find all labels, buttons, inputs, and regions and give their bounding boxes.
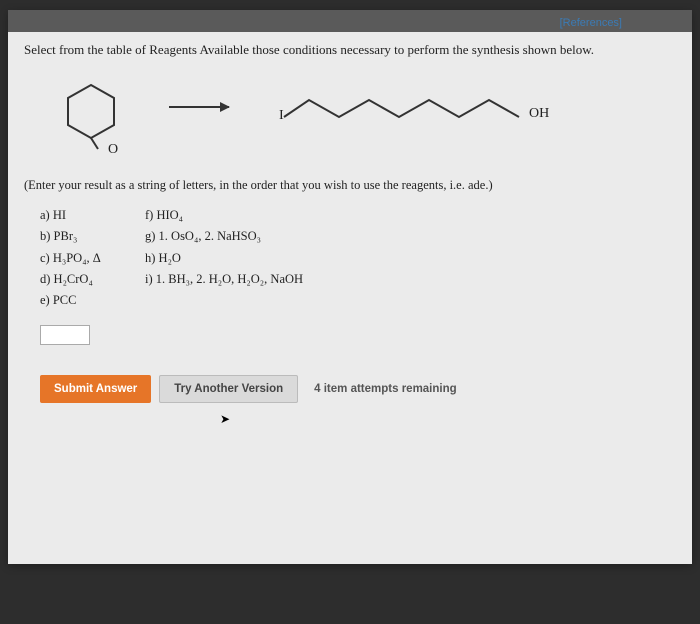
submit-button[interactable]: Submit Answer: [40, 375, 151, 403]
reagent-e: e) PCC: [40, 290, 145, 311]
reagent-a: a) HI: [40, 205, 145, 226]
reaction-diagram: O I OH: [54, 78, 676, 168]
reagent-c: c) H₃PO₄, Δ: [40, 248, 145, 269]
reagent-g: g) 1. OsO₄, 2. NaHSO₃: [145, 226, 676, 247]
reagent-b: b) PBr₃: [40, 226, 145, 247]
reagent-d: d) H₂CrO₄: [40, 269, 145, 290]
oxygen-label: O: [108, 142, 118, 158]
reagent-row: c) H₃PO₄, Δ h) H₂O: [40, 248, 676, 269]
question-panel: [References] Select from the table of Re…: [8, 10, 692, 564]
attempts-remaining: 4 item attempts remaining: [314, 383, 457, 395]
reagent-row: a) HI f) HIO₄: [40, 205, 676, 226]
content-area: Select from the table of Reagents Availa…: [8, 32, 692, 419]
question-prompt: Select from the table of Reagents Availa…: [24, 42, 676, 58]
product-chain-icon: [274, 90, 534, 130]
references-link[interactable]: [References]: [560, 17, 622, 29]
hydroxyl-label: OH: [529, 106, 549, 122]
button-row: Submit Answer Try Another Version 4 item…: [40, 375, 676, 403]
answer-input[interactable]: [40, 325, 90, 345]
reagent-list: a) HI f) HIO₄ b) PBr₃ g) 1. OsO₄, 2. NaH…: [40, 205, 676, 311]
reagent-i: i) 1. BH₃, 2. H₂O, H₂O₂, NaOH: [145, 269, 676, 290]
reagent-row: e) PCC: [40, 290, 676, 311]
reagent-empty: [145, 290, 676, 311]
header-bar: [References]: [8, 10, 692, 32]
enter-instruction: (Enter your result as a string of letter…: [24, 178, 676, 193]
try-another-button[interactable]: Try Another Version: [159, 375, 298, 403]
reagent-row: b) PBr₃ g) 1. OsO₄, 2. NaHSO₃: [40, 226, 676, 247]
reaction-arrow-icon: [169, 106, 229, 108]
reagent-h: h) H₂O: [145, 248, 676, 269]
iodine-label: I: [279, 108, 284, 124]
reagent-row: d) H₂CrO₄ i) 1. BH₃, 2. H₂O, H₂O₂, NaOH: [40, 269, 676, 290]
reagent-f: f) HIO₄: [145, 205, 676, 226]
